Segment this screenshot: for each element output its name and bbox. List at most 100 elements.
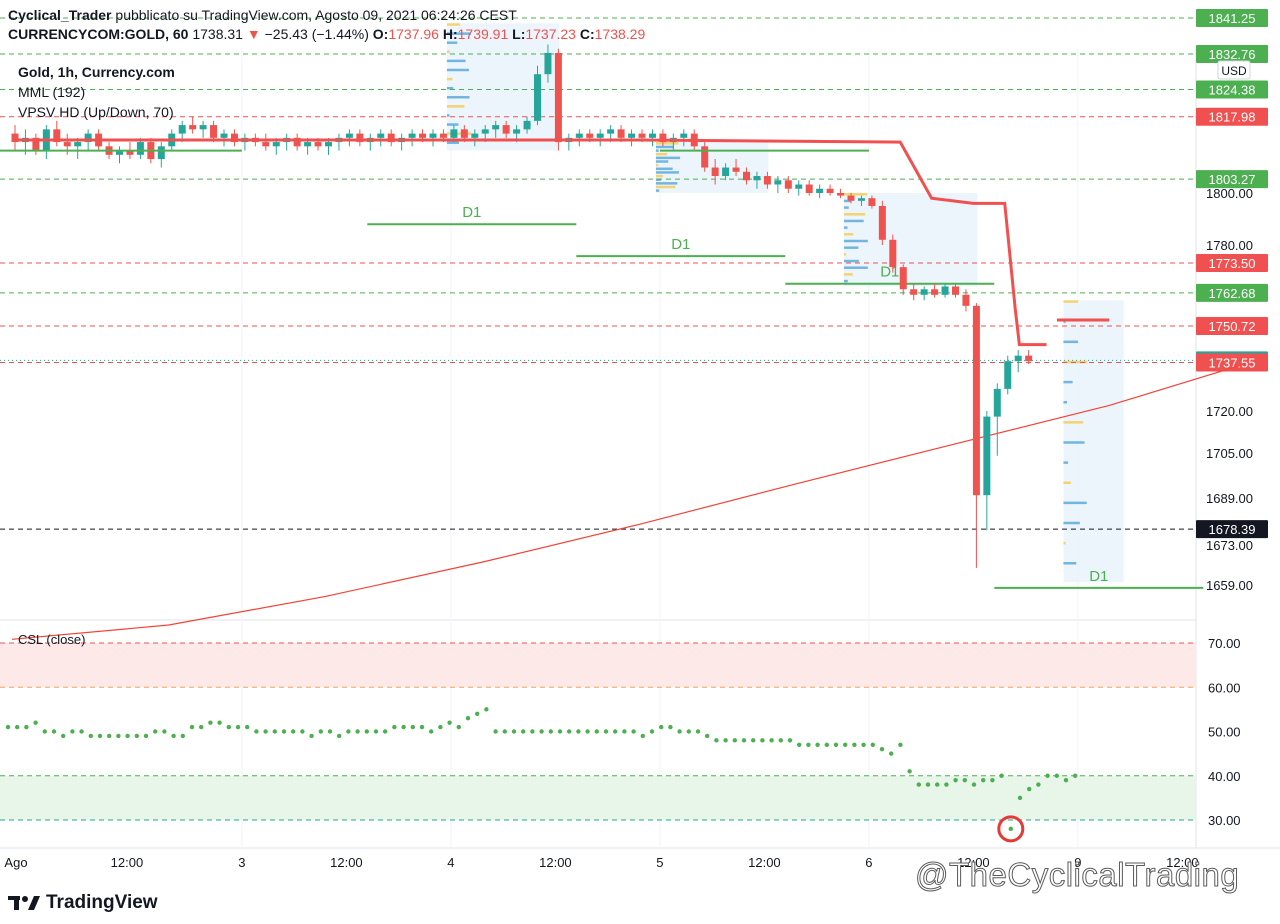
candle-body [429, 133, 437, 138]
legend-indicator-vpsv[interactable]: VPSV HD (Up/Down, 70) [18, 104, 174, 120]
volume-profile-bar [655, 174, 663, 178]
csl-dot [622, 729, 627, 734]
volume-profile-bar [655, 189, 660, 192]
volume-profile-bar [446, 86, 454, 90]
csl-dot [640, 733, 645, 739]
volume-profile-bar [655, 156, 681, 160]
volume-profile-bar [655, 142, 679, 145]
volume-profile-bar [655, 145, 674, 149]
candle-body [972, 305, 980, 496]
csl-dot [281, 729, 287, 734]
volume-profile-bar [446, 32, 472, 35]
csl-dot [438, 724, 443, 730]
csl-dot [419, 724, 425, 730]
price-axis-tick: 1705.00 [1206, 446, 1253, 461]
csl-dot [889, 751, 894, 756]
csl-dot [521, 729, 526, 734]
volume-profile-bar [844, 279, 848, 283]
candle-body [784, 180, 792, 189]
tradingview-brand[interactable]: TradingView [8, 892, 158, 914]
csl-dot [465, 716, 471, 721]
volume-profile-bar [1063, 340, 1078, 344]
high-value: 1739.91 [457, 26, 509, 42]
volume-profile-bar [844, 266, 868, 269]
csl-dot [1017, 795, 1023, 801]
csl-dot [557, 729, 563, 734]
price-label-text: 1737.55 [1209, 355, 1256, 370]
volume-profile-bar [844, 239, 868, 243]
csl-dot [631, 729, 636, 734]
published-text: pubblicato su TradingView.com, Agosto 09… [115, 7, 517, 23]
symbol-name: CURRENCYCOM:GOLD, 60 [8, 26, 189, 42]
volume-profiles [446, 23, 1124, 583]
volume-profile-bar [844, 193, 868, 196]
volume-profile-bar [1063, 300, 1079, 303]
candle-body [774, 180, 782, 185]
chart-legend: Gold, 1h, Currency.com MML (192) VPSV HD… [18, 62, 175, 122]
csl-dot [272, 729, 277, 734]
volume-profile-bar [446, 59, 466, 63]
d1-label: D1 [1089, 568, 1108, 585]
csl-dot [686, 729, 691, 734]
time-axis-tick: Ago [4, 855, 27, 870]
candle-body [753, 176, 761, 181]
open-value: 1737.96 [388, 26, 439, 42]
csl-dot [695, 729, 701, 734]
price-axis-tick: 1659.00 [1206, 578, 1253, 593]
csl-dot [1036, 782, 1041, 787]
csl-pane-title[interactable]: CSL (close) [18, 632, 86, 647]
csl-dot [769, 738, 774, 743]
candle-body [481, 129, 489, 134]
legend-title[interactable]: Gold, 1h, Currency.com [18, 64, 175, 80]
brand-name: TradingView [46, 892, 158, 913]
csl-dot [714, 738, 719, 743]
price-label-text: 1817.98 [1209, 110, 1256, 125]
candle-body [722, 167, 730, 177]
candle-body [189, 125, 197, 130]
csl-pane [0, 642, 1196, 843]
price-label-box [1196, 253, 1268, 272]
volume-profile-bar [446, 77, 453, 81]
csl-dot [760, 738, 765, 743]
legend-indicator-mml[interactable]: MML (192) [18, 84, 86, 100]
volume-profile-bar [1063, 441, 1085, 444]
csl-minimum-circle [997, 815, 1025, 843]
csl-dot [318, 729, 323, 734]
csl-dot [15, 724, 20, 730]
csl-dot [925, 782, 931, 787]
price-axis-tick: 1689.00 [1206, 491, 1253, 506]
mml-step-line [12, 138, 1047, 347]
time-axis-tick: 5 [656, 855, 663, 870]
time-axis-tick: 3 [238, 855, 245, 870]
volume-profile-bar [1063, 461, 1069, 464]
volume-profile-bar [1063, 421, 1084, 424]
candle-body [356, 133, 364, 143]
close-value: 1738.29 [594, 26, 646, 42]
csl-dot [539, 729, 544, 734]
candle-body [847, 195, 855, 201]
csl-dot [70, 729, 75, 734]
csl-dot [355, 729, 360, 734]
csl-dot [668, 724, 673, 730]
candle-body [1004, 361, 1012, 389]
volume-profile-bar [1063, 320, 1066, 323]
csl-dot [125, 733, 130, 739]
open-label: O: [372, 26, 389, 42]
candle-body [345, 133, 353, 138]
time-axis-tick: 12:00 [539, 855, 572, 870]
candle-body [837, 193, 845, 196]
csl-dot [410, 724, 415, 730]
candle-body [439, 133, 447, 138]
volume-profile-bar [655, 160, 669, 163]
price-label-box [1196, 520, 1268, 539]
publish-line: Cyclical_Trader pubblicato su TradingVie… [8, 7, 517, 23]
candle-body [116, 150, 123, 155]
volume-profile-bar [844, 199, 852, 203]
watermark-text: @TheCyclicalTrading [914, 856, 1240, 894]
change-value: −25.43 (−1.44%) [264, 26, 369, 42]
author-name[interactable]: Cyclical_Trader [8, 7, 112, 23]
change-arrow-icon: ▼ [246, 26, 261, 42]
candle-body [826, 188, 834, 193]
candle-body [596, 133, 604, 138]
price-label-text: 1841.25 [1209, 11, 1256, 26]
